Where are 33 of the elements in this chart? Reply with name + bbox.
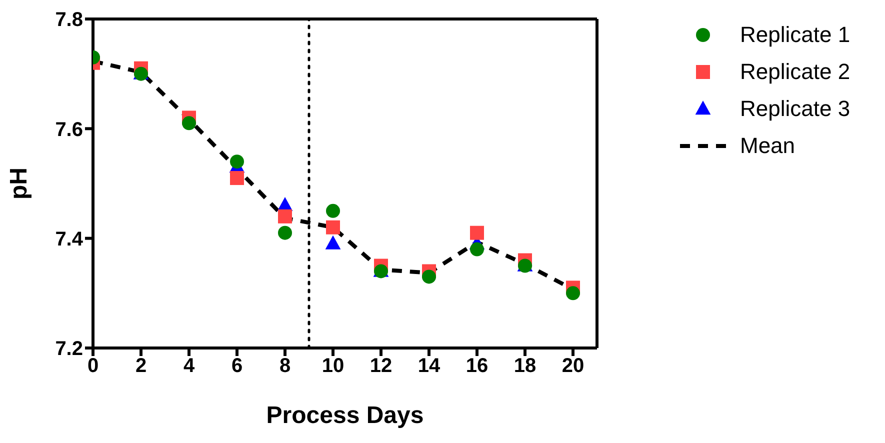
point	[278, 209, 292, 224]
x-tick-label: 6	[231, 355, 243, 378]
point	[230, 171, 244, 186]
legend-label: Replicate 3	[740, 96, 850, 122]
legend-label: Replicate 1	[740, 22, 850, 48]
x-tick-label: 2	[135, 355, 147, 378]
x-tick-label: 16	[466, 355, 488, 378]
point	[182, 116, 196, 130]
x-tick-label: 4	[183, 355, 196, 378]
point	[325, 235, 341, 250]
x-tick-label: 12	[370, 355, 392, 378]
y-tick-label: 7.2	[55, 338, 83, 360]
x-tick-label: 10	[322, 355, 344, 378]
point	[422, 270, 436, 284]
x-tick-label: 20	[562, 355, 584, 378]
legend-label: Mean	[740, 132, 796, 158]
point	[470, 226, 484, 240]
point	[566, 286, 580, 300]
y-tick-label: 7.4	[55, 228, 84, 250]
legend-label: Replicate 2	[740, 58, 850, 84]
point	[470, 242, 484, 256]
point	[326, 204, 340, 218]
point	[230, 154, 244, 169]
x-tick-label: 8	[279, 355, 291, 378]
x-tick-label: 0	[87, 355, 99, 378]
x-tick-label: 18	[514, 355, 536, 378]
y-axis-title: pH	[6, 168, 33, 200]
point	[326, 220, 340, 234]
x-axis-title: Process Days	[266, 402, 424, 429]
x-tick-label: 14	[418, 355, 441, 378]
y-tick-label: 7.8	[55, 9, 83, 32]
y-tick-label: 7.6	[55, 118, 83, 141]
point	[278, 226, 292, 240]
